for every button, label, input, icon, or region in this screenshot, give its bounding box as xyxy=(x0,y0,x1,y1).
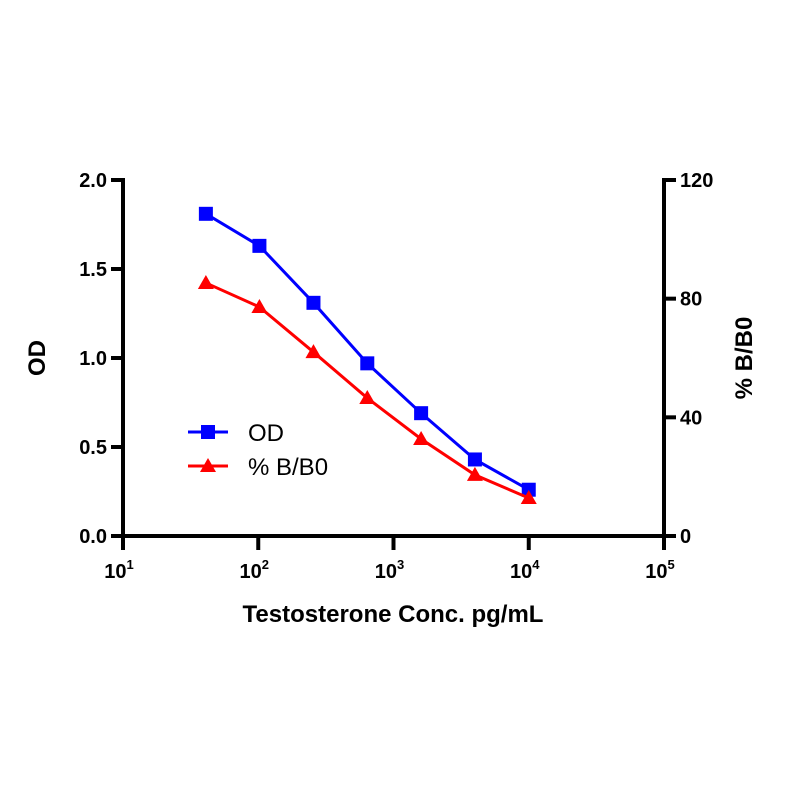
y-tick-label: 0.5 xyxy=(79,437,107,459)
data-point-0 xyxy=(521,482,536,497)
legend-label: % B/B0 xyxy=(248,454,328,481)
legend: OD % B/B0 xyxy=(188,420,328,481)
x-tick-label: 105 xyxy=(645,557,674,583)
x-tick-label: 104 xyxy=(510,557,540,583)
legend-marker xyxy=(200,458,216,472)
y2-tick-label: 40 xyxy=(680,407,702,429)
series xyxy=(197,206,537,505)
legend-marker xyxy=(201,425,215,439)
y-tick-label: 1.0 xyxy=(79,348,107,370)
data-point-0 xyxy=(198,206,213,221)
data-point-1 xyxy=(520,490,537,505)
y-tick-label: 2.0 xyxy=(79,170,107,192)
y2-tick-label: 0 xyxy=(680,526,691,548)
x-tick-label: 101 xyxy=(104,557,133,583)
data-point-1 xyxy=(466,466,483,481)
legend-label: OD xyxy=(248,420,284,447)
x-tick-label: 102 xyxy=(240,557,269,583)
data-point-0 xyxy=(252,238,267,253)
x-axis-label: Testosterone Conc. pg/mL xyxy=(243,601,544,628)
series-line-0 xyxy=(205,212,530,492)
data-point-0 xyxy=(414,406,429,421)
x-tick-label: 103 xyxy=(375,557,404,583)
data-point-1 xyxy=(359,390,376,405)
data-point-1 xyxy=(305,344,322,359)
data-point-0 xyxy=(360,356,375,371)
y2-axis-label: % B/B0 xyxy=(731,317,758,400)
data-point-0 xyxy=(467,452,482,467)
y-tick-label: 0.0 xyxy=(79,526,107,548)
data-point-0 xyxy=(306,295,321,310)
y-tick-label: 1.5 xyxy=(79,259,107,281)
data-point-1 xyxy=(413,430,430,445)
axes: 0.0 0.5 1.0 1.5 2.0 0 40 80 120 101 102 103 104 105 xyxy=(79,170,713,583)
data-point-1 xyxy=(197,274,214,289)
y-axis-label: OD xyxy=(24,340,51,376)
y2-tick-label: 120 xyxy=(680,170,713,192)
data-point-1 xyxy=(251,298,268,313)
y2-tick-label: 80 xyxy=(680,289,702,311)
